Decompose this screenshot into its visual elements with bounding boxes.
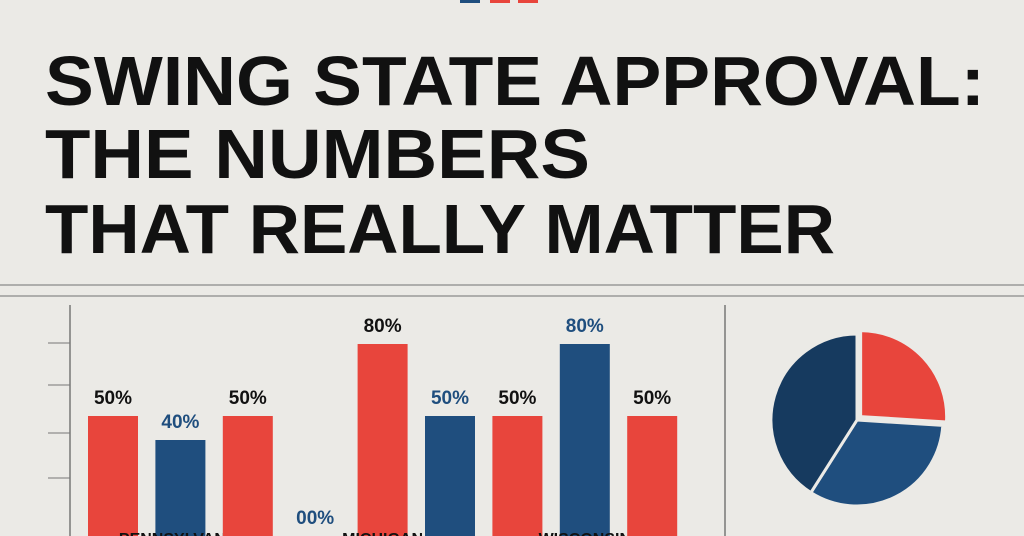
value-label: 50% bbox=[633, 388, 671, 409]
flag-icon bbox=[490, 0, 510, 3]
bar bbox=[222, 416, 273, 536]
bar bbox=[627, 416, 678, 536]
bar bbox=[425, 416, 475, 536]
bar bbox=[357, 344, 408, 536]
x-tick-label: PENNSYLVANIA bbox=[119, 531, 242, 536]
flag-icon bbox=[518, 0, 538, 3]
value-label: 40% bbox=[161, 412, 199, 433]
chart-title: THE NUMBERS bbox=[45, 115, 590, 193]
bar bbox=[155, 440, 206, 536]
flag-icon bbox=[460, 0, 480, 3]
bar bbox=[88, 416, 138, 536]
value-label: 50% bbox=[229, 388, 267, 409]
bar bbox=[492, 416, 543, 536]
x-tick-label: MICHIGAN bbox=[342, 531, 423, 536]
pie-slice bbox=[769, 332, 859, 495]
value-label: 50% bbox=[94, 388, 132, 409]
value-label: 80% bbox=[566, 316, 604, 337]
pie-slice bbox=[859, 329, 949, 424]
bar bbox=[559, 344, 610, 536]
chart-title: SWING STATE APPROVAL: bbox=[45, 42, 985, 120]
chart-title: THAT REALLY MATTER bbox=[45, 190, 835, 268]
x-tick-label: WISCONSIN bbox=[539, 531, 631, 536]
value-label: 50% bbox=[431, 388, 469, 409]
value-label: 00% bbox=[296, 508, 334, 529]
value-label: 50% bbox=[498, 388, 536, 409]
value-label: 80% bbox=[364, 316, 402, 337]
